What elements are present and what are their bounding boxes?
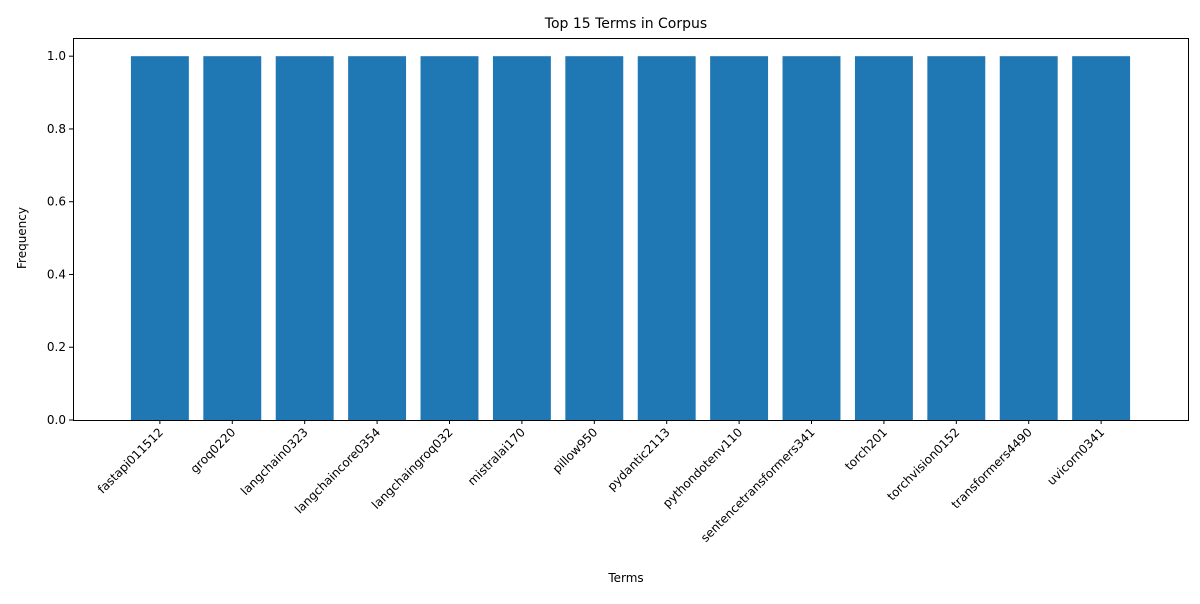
x-tick-label: torch201 bbox=[842, 425, 890, 473]
bar bbox=[275, 56, 334, 420]
bar bbox=[999, 56, 1058, 420]
y-tick-label: 0.8 bbox=[47, 122, 66, 136]
x-tick-label: groq0220 bbox=[188, 425, 239, 476]
bar bbox=[782, 56, 841, 420]
x-tick-label: pillow950 bbox=[550, 425, 601, 476]
bar bbox=[1072, 56, 1131, 420]
x-tick-label: fastapi011512 bbox=[95, 425, 166, 496]
bar bbox=[348, 56, 407, 420]
bar bbox=[927, 56, 986, 420]
plot-area-frame bbox=[73, 38, 1189, 421]
x-tick-label: langchaingroq032 bbox=[369, 425, 456, 512]
x-axis-label: Terms bbox=[607, 571, 643, 585]
y-axis-label: Frequency bbox=[15, 207, 29, 269]
bar bbox=[710, 56, 769, 420]
x-tick-label: torchvision0152 bbox=[884, 425, 962, 503]
x-tick-label: mistralai170 bbox=[465, 425, 528, 488]
y-tick-label: 0.2 bbox=[47, 340, 66, 354]
bar bbox=[130, 56, 189, 420]
y-tick-label: 0.6 bbox=[47, 195, 66, 209]
x-axis-ticks: fastapi011512 groq0220 langchain0323 langch… bbox=[95, 420, 1107, 545]
x-tick-label: langchain0323 bbox=[238, 425, 311, 498]
bar bbox=[565, 56, 624, 420]
x-tick-label: pythondotenv110 bbox=[660, 425, 745, 510]
y-tick-label: 0.4 bbox=[47, 267, 66, 281]
x-tick-label: uvicorn0341 bbox=[1044, 425, 1107, 488]
x-tick-label: pydantic2113 bbox=[605, 425, 673, 493]
x-tick-label: sentencetransformers341 bbox=[698, 425, 818, 545]
bar-group bbox=[130, 56, 1131, 420]
y-tick-label: 0.0 bbox=[47, 413, 66, 427]
bar bbox=[420, 56, 479, 420]
bar bbox=[492, 56, 551, 420]
x-tick-label: transformers4490 bbox=[949, 425, 1035, 511]
chart-title: Top 15 Terms in Corpus bbox=[544, 16, 707, 32]
bar bbox=[854, 56, 913, 420]
bar bbox=[637, 56, 696, 420]
bar bbox=[203, 56, 262, 420]
y-tick-label: 1.0 bbox=[47, 49, 66, 63]
y-axis-ticks: 0.0 0.2 0.4 0.6 0.8 1.0 bbox=[47, 49, 73, 427]
